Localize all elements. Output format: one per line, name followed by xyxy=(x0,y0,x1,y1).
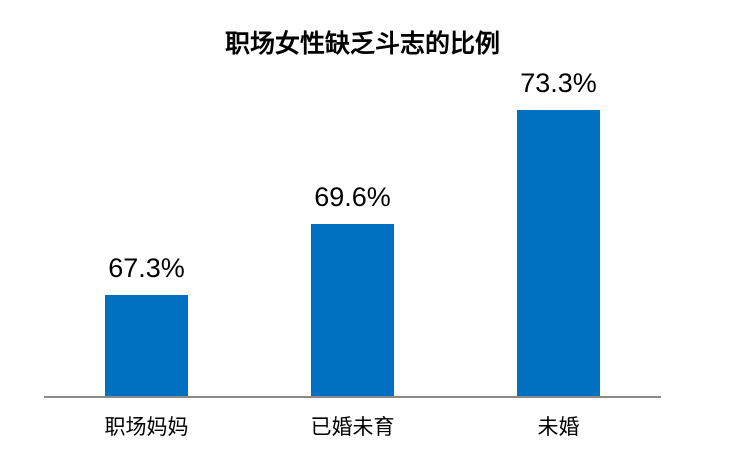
category-label: 已婚未育 xyxy=(310,416,395,439)
chart-title: 职场女性缺乏斗志的比例 xyxy=(224,30,500,58)
bar xyxy=(517,110,600,397)
bar-value-label: 73.3% xyxy=(520,68,597,98)
bar-group-unmarried: 73.3% 未婚 xyxy=(517,57,600,438)
plot-area: 67.3% 职场妈妈 69.6% 已婚未育 73.3% 未婚 xyxy=(44,57,661,439)
bar-value-label: 69.6% xyxy=(314,182,391,212)
category-label: 未婚 xyxy=(537,416,580,439)
bar-group-working-moms: 67.3% 职场妈妈 xyxy=(105,57,189,439)
category-label: 职场妈妈 xyxy=(104,416,189,439)
bar xyxy=(311,224,394,397)
bar-value-label: 67.3% xyxy=(108,253,185,283)
x-axis-line xyxy=(44,396,661,398)
bar xyxy=(105,295,188,397)
bar-group-married-no-kids: 69.6% 已婚未育 xyxy=(311,57,395,439)
